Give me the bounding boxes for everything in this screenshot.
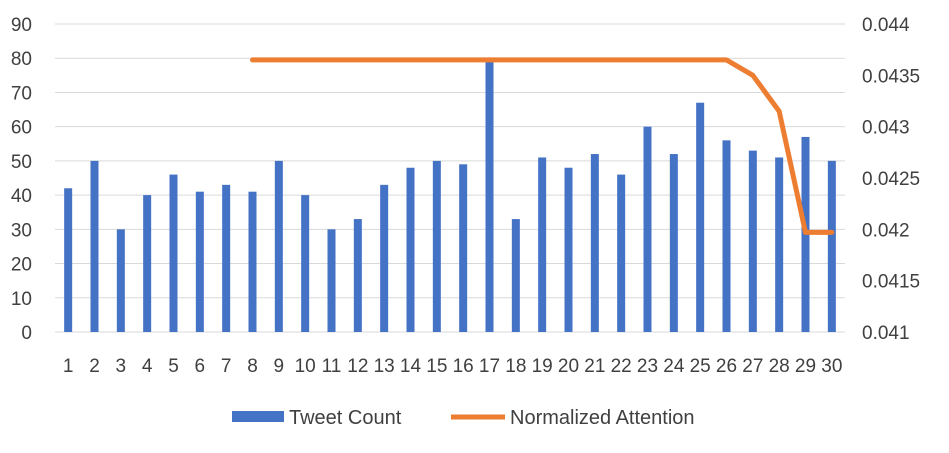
legend-label-tweet-count: Tweet Count xyxy=(289,407,402,429)
x-axis-tick-label: 16 xyxy=(453,356,474,377)
bar-tweet-count xyxy=(590,154,599,332)
x-axis-tick-label: 21 xyxy=(584,356,605,377)
x-axis-tick-label: 9 xyxy=(274,356,285,377)
x-axis-ticks: 1 2 3 4 5 6 7 8 9 10 11 12 13 14 15 16 17 18 19 20 21 22 23 24 2… xyxy=(63,356,843,377)
x-axis-tick-label: 24 xyxy=(663,356,685,377)
x-axis-tick-label: 13 xyxy=(374,356,395,377)
x-axis-tick-label: 18 xyxy=(505,356,526,377)
bar-tweet-count xyxy=(617,174,626,332)
bar-tweet-count xyxy=(327,229,336,332)
right-axis-tick-label: 0.0435 xyxy=(862,66,920,87)
left-axis-tick-label: 50 xyxy=(11,152,32,173)
left-axis-tick-label: 0 xyxy=(21,323,32,344)
x-axis-tick-label: 19 xyxy=(532,356,553,377)
bar-tweet-count xyxy=(748,150,757,332)
left-axis-tick-label: 20 xyxy=(11,255,32,276)
left-axis-tick-label: 80 xyxy=(11,49,32,70)
bar-tweet-count xyxy=(643,126,652,333)
x-axis-tick-label: 3 xyxy=(116,356,127,377)
bar-tweet-count xyxy=(301,195,310,332)
x-axis-tick-label: 14 xyxy=(400,356,422,377)
left-axis-ticks: 0 10 20 30 40 50 60 70 80 90 xyxy=(11,15,32,344)
bar-tweet-count xyxy=(432,160,441,332)
bar-tweet-count xyxy=(564,167,573,332)
x-axis-tick-label: 11 xyxy=(322,356,342,377)
right-axis-tick-label: 0.042 xyxy=(862,220,910,241)
tweet-count-bars xyxy=(64,58,836,333)
left-axis-tick-label: 70 xyxy=(11,83,32,104)
bar-tweet-count xyxy=(64,188,73,332)
bar-tweet-count xyxy=(90,160,99,332)
x-axis-tick-label: 20 xyxy=(558,356,579,377)
normalized-attention-line-layer xyxy=(250,57,835,235)
bar-tweet-count xyxy=(406,167,415,332)
x-axis-tick-label: 6 xyxy=(195,356,206,377)
x-axis-tick-label: 29 xyxy=(795,356,816,377)
x-axis-tick-label: 4 xyxy=(142,356,153,377)
left-axis-tick-label: 60 xyxy=(11,118,32,139)
bar-tweet-count xyxy=(116,229,125,332)
bar-tweet-count xyxy=(511,219,520,332)
bar-tweet-count xyxy=(222,184,231,332)
line-normalized-attention xyxy=(250,57,835,235)
right-axis-tick-label: 0.041 xyxy=(862,323,910,344)
legend-swatch-tweet-count xyxy=(232,411,284,422)
x-axis-tick-label: 5 xyxy=(168,356,179,377)
x-axis-tick-label: 27 xyxy=(742,356,763,377)
left-axis-tick-label: 40 xyxy=(11,186,32,207)
x-axis-tick-label: 23 xyxy=(637,356,658,377)
x-axis-tick-label: 10 xyxy=(295,356,316,377)
bar-tweet-count xyxy=(459,164,468,332)
right-axis-tick-label: 0.0415 xyxy=(862,272,920,293)
x-axis-tick-label: 25 xyxy=(690,356,711,377)
bar-tweet-count xyxy=(485,58,494,332)
right-axis-tick-label: 0.044 xyxy=(862,15,910,36)
bar-tweet-count xyxy=(248,191,257,332)
x-axis-tick-label: 12 xyxy=(347,356,368,377)
x-axis-tick-label: 1 xyxy=(63,356,74,377)
bar-tweet-count xyxy=(195,191,204,332)
bar-tweet-count xyxy=(775,157,784,332)
x-axis-tick-label: 7 xyxy=(221,356,232,377)
bar-tweet-count xyxy=(669,154,678,332)
x-axis-tick-label: 22 xyxy=(611,356,632,377)
right-axis-tick-label: 0.0425 xyxy=(862,169,920,190)
left-axis-tick-label: 30 xyxy=(11,220,32,241)
bar-tweet-count xyxy=(274,160,283,332)
x-axis-tick-label: 2 xyxy=(89,356,100,377)
legend-label-normalized-attention: Normalized Attention xyxy=(510,407,695,429)
bar-tweet-count xyxy=(722,140,731,332)
x-axis-tick-label: 17 xyxy=(479,356,500,377)
legend: Tweet Count Normalized Attention xyxy=(232,407,695,429)
left-axis-tick-label: 10 xyxy=(11,289,32,310)
bar-tweet-count xyxy=(696,102,705,332)
x-axis-tick-label: 30 xyxy=(821,356,842,377)
x-axis-tick-label: 15 xyxy=(426,356,447,377)
right-axis-ticks: 0.041 0.0415 0.042 0.0425 0.043 0.0435 0.044 xyxy=(862,15,920,344)
x-axis-tick-label: 28 xyxy=(769,356,790,377)
x-axis-tick-label: 8 xyxy=(247,356,258,377)
bar-tweet-count xyxy=(538,157,547,332)
bar-tweet-count xyxy=(380,184,389,332)
right-axis-tick-label: 0.043 xyxy=(862,118,910,139)
x-axis-tick-label: 26 xyxy=(716,356,737,377)
bar-tweet-count xyxy=(827,160,836,332)
bar-tweet-count xyxy=(169,174,178,332)
bar-tweet-count xyxy=(143,195,152,332)
left-axis-tick-label: 90 xyxy=(11,15,32,36)
bar-tweet-count xyxy=(353,219,362,332)
